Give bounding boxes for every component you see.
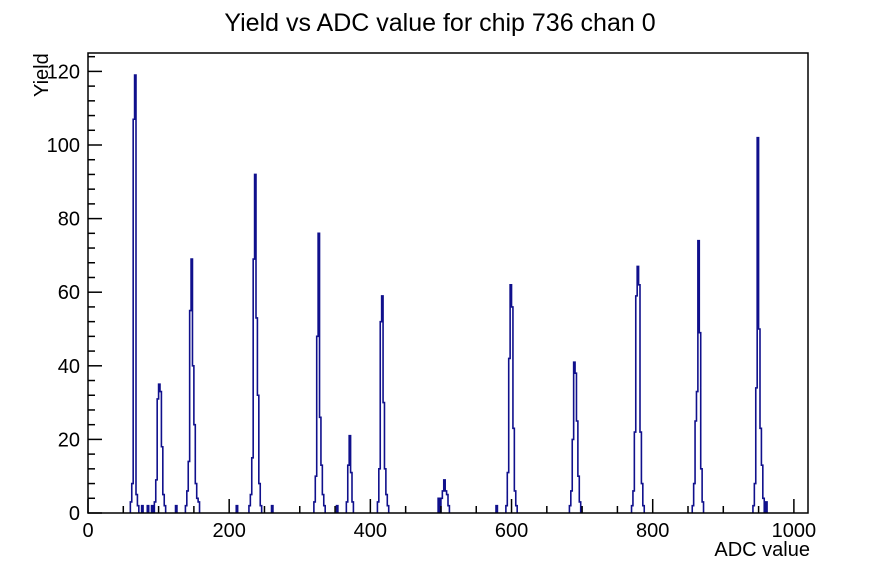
- x-tick-label: 400: [354, 520, 387, 542]
- axis-tick-labels: 0 200 400 600 800 1000 0 20 40 60 80 100 120: [47, 61, 817, 542]
- y-tick-label: 120: [47, 61, 80, 83]
- y-axis-title: Yield: [31, 53, 53, 97]
- y-tick-label: 100: [47, 135, 80, 157]
- chart-title: Yield vs ADC value for chip 736 chan 0: [224, 9, 655, 37]
- x-tick-label: 800: [636, 520, 669, 542]
- y-tick-label: 20: [58, 429, 80, 451]
- plot-frame: [87, 52, 809, 514]
- x-axis-title: ADC value: [714, 539, 810, 561]
- y-tick-label: 0: [69, 503, 80, 525]
- x-tick-label: 600: [495, 520, 528, 542]
- histogram-line: [129, 74, 768, 513]
- x-tick-label: 1000: [772, 520, 817, 542]
- x-tick-label: 0: [82, 520, 93, 542]
- axis-ticks: [87, 55, 795, 514]
- y-tick-label: 40: [58, 356, 80, 378]
- y-tick-label: 80: [58, 209, 80, 231]
- y-tick-label: 60: [58, 282, 80, 304]
- x-tick-label: 200: [212, 520, 245, 542]
